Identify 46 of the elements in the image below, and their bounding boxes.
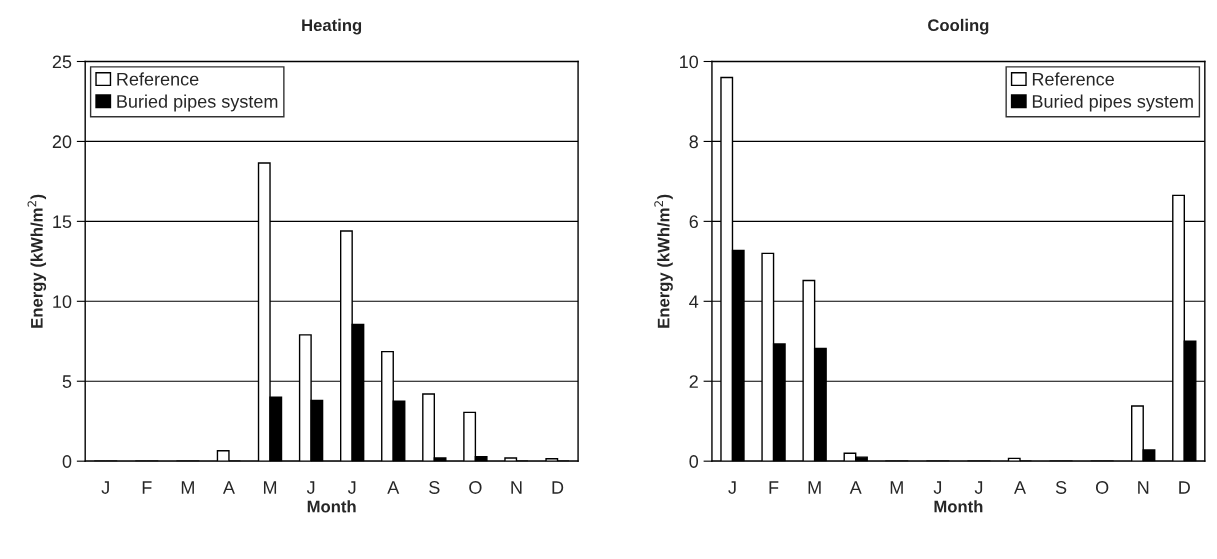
y-tick-label: 2 bbox=[689, 375, 698, 388]
y-tick-label: 10 bbox=[680, 55, 699, 69]
legend-label: Reference bbox=[1032, 72, 1114, 86]
y-tick-label: 15 bbox=[53, 215, 72, 229]
y-tick-label: 10 bbox=[53, 295, 72, 309]
chart-title: Heating bbox=[302, 18, 362, 35]
x-tick-label: J bbox=[306, 481, 315, 494]
legend-label: Reference bbox=[117, 72, 199, 86]
x-tick-label: A bbox=[222, 481, 235, 494]
x-tick-label: M bbox=[181, 481, 194, 494]
y-tick-label: 8 bbox=[689, 135, 698, 149]
x-tick-label: S bbox=[429, 481, 440, 494]
x-tick-label: A bbox=[849, 481, 862, 494]
x-tick-label: D bbox=[1179, 481, 1190, 494]
y-tick-label: 20 bbox=[52, 135, 72, 149]
x-tick-label: O bbox=[469, 481, 482, 494]
x-tick-label: N bbox=[1138, 481, 1149, 494]
y-tick-label: 4 bbox=[689, 295, 699, 308]
x-tick-label: M bbox=[263, 481, 277, 494]
x-tick-label: M bbox=[890, 481, 903, 494]
x-tick-label: M bbox=[808, 481, 821, 494]
x-tick-label: J bbox=[728, 481, 736, 494]
y-tick-label: 25 bbox=[52, 55, 72, 69]
x-tick-label: D bbox=[552, 481, 564, 494]
x-tick-label: J bbox=[933, 481, 942, 494]
x-tick-label: J bbox=[101, 481, 109, 494]
y-tick-label: 6 bbox=[689, 215, 698, 229]
x-tick-label: O bbox=[1095, 481, 1109, 494]
x-tick-label: A bbox=[1014, 481, 1026, 494]
x-axis-title: Month bbox=[307, 500, 356, 513]
x-tick-label: F bbox=[142, 481, 152, 494]
x-tick-label: J bbox=[974, 481, 983, 494]
x-axis-title: Month bbox=[934, 500, 983, 513]
x-tick-label: S bbox=[1055, 481, 1067, 494]
x-tick-label: J bbox=[347, 481, 356, 494]
legend-label: Buried pipes system bbox=[1032, 94, 1193, 112]
x-tick-label: N bbox=[511, 481, 522, 494]
chart-title: Cooling bbox=[928, 18, 989, 35]
y-axis-title: Energy (kWh/m$^{2}$) bbox=[27, 194, 47, 328]
y-tick-label: 5 bbox=[62, 375, 72, 388]
y-tick-label: 0 bbox=[689, 455, 699, 468]
x-tick-label: F bbox=[769, 481, 779, 494]
y-tick-label: 0 bbox=[62, 455, 72, 468]
x-tick-label: A bbox=[387, 481, 400, 494]
legend-label: Buried pipes system bbox=[117, 94, 278, 112]
y-axis-title: Energy (kWh/m$^{2}$) bbox=[654, 194, 673, 328]
